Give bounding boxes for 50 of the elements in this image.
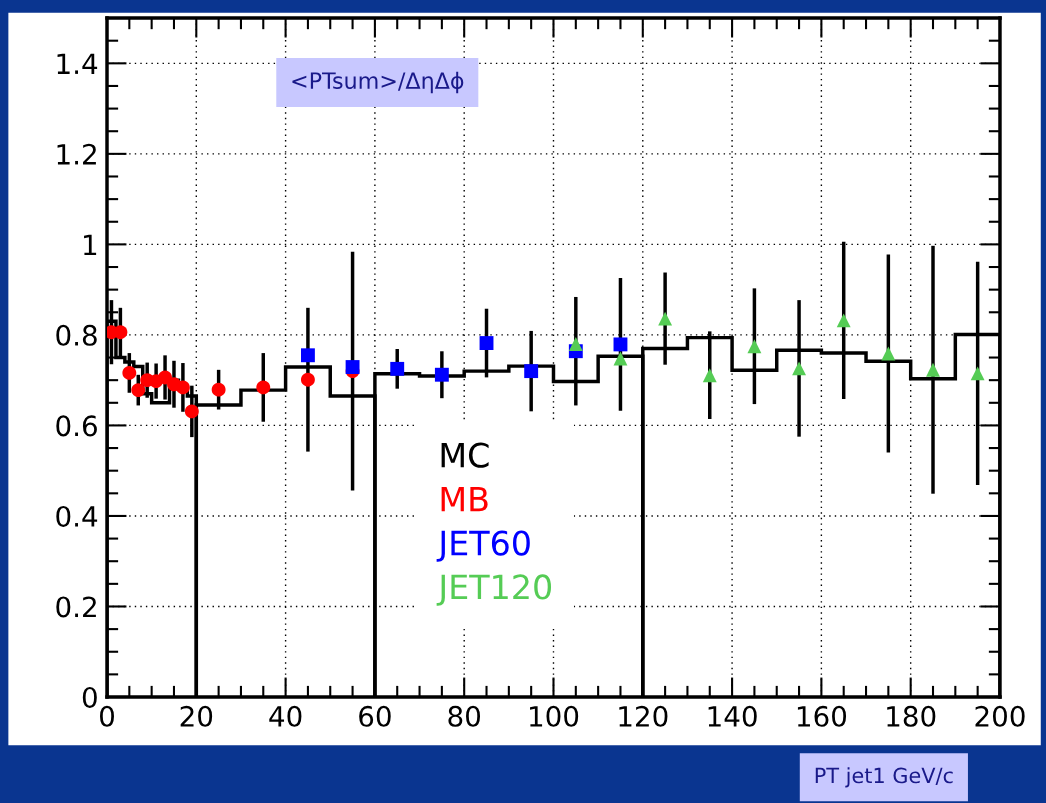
x-tick-label: 0: [100, 705, 114, 727]
point: [300, 348, 315, 363]
text: JET60: [436, 530, 530, 562]
x-tick-label: 120: [619, 705, 668, 727]
x-tick-label: 20: [180, 705, 213, 727]
point: [702, 368, 717, 383]
y-tick-label: 0.2: [56, 596, 96, 618]
point: [613, 337, 628, 352]
point: [211, 382, 226, 397]
point: [524, 364, 539, 379]
y-axis-title: <PTsum>/ΔηΔϕ: [292, 71, 464, 94]
point: [113, 325, 128, 340]
y-tick-label: 0.6: [56, 415, 97, 437]
point: [479, 336, 494, 350]
point: [256, 380, 271, 395]
x-axis-title: PT jet1 GeV/c: [815, 767, 953, 788]
x-tick-label: 200: [975, 705, 1025, 727]
x-tick-label: 140: [708, 705, 757, 727]
point: [658, 311, 673, 326]
point: [970, 366, 985, 381]
y-tick-label: 0.4: [56, 505, 98, 527]
point: [300, 372, 315, 387]
point: [747, 339, 762, 354]
point: [836, 313, 851, 328]
point: [881, 346, 896, 361]
point: [184, 404, 199, 419]
x-tick-label: 40: [269, 705, 302, 727]
x-tick-label: 180: [887, 705, 936, 727]
y-tick-label: 0: [82, 686, 97, 708]
point: [390, 361, 405, 376]
x-tick-label: 80: [448, 705, 481, 727]
point: [175, 380, 190, 395]
point: [434, 367, 449, 382]
y-tick-label: 0.8: [56, 324, 97, 346]
y-tick-label: 1: [84, 234, 97, 255]
text: MB: [441, 486, 488, 512]
point: [131, 383, 146, 398]
point: [122, 365, 137, 380]
x-tick-label: 160: [797, 705, 847, 727]
point: [568, 337, 583, 351]
y-tick-label: 1.2: [57, 143, 96, 165]
x-tick-label: 100: [530, 705, 579, 727]
x-tick-label: 60: [359, 705, 391, 727]
point: [345, 360, 360, 374]
text: JET120: [436, 574, 552, 606]
point: [792, 361, 806, 376]
point: [613, 351, 628, 366]
point: [926, 362, 940, 377]
text: MC: [441, 442, 489, 468]
y-tick-label: 1.4: [57, 53, 98, 74]
